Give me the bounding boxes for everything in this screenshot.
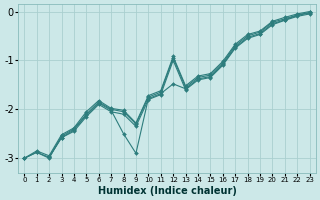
X-axis label: Humidex (Indice chaleur): Humidex (Indice chaleur) bbox=[98, 186, 236, 196]
